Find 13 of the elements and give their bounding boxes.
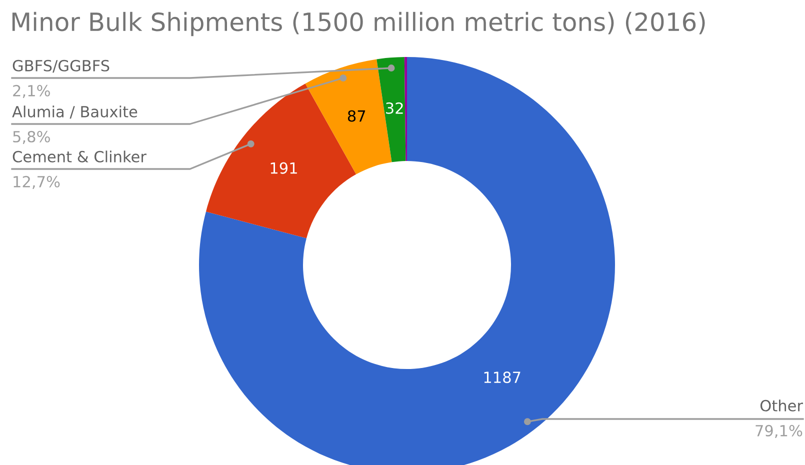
text: 5,8% [13, 130, 50, 144]
slice-label: Cement & Clinker [12, 150, 146, 162]
text: 12,7% [14, 176, 60, 189]
chart-title: Minor Bulk Shipments (1500 million metric tons) (2016) [12, 12, 705, 36]
slice-label: GBFS/GGBFS [12, 60, 110, 73]
data-label: 1187 [484, 372, 520, 384]
text: 79,1% [756, 424, 802, 438]
slice-label: Alumia / Bauxite [12, 106, 138, 119]
slice-label: Other [760, 400, 803, 412]
data-label: 32 [386, 102, 403, 114]
text: 2,1% [13, 84, 50, 98]
data-label: 87 [348, 110, 366, 122]
data-label: 191 [270, 162, 297, 174]
